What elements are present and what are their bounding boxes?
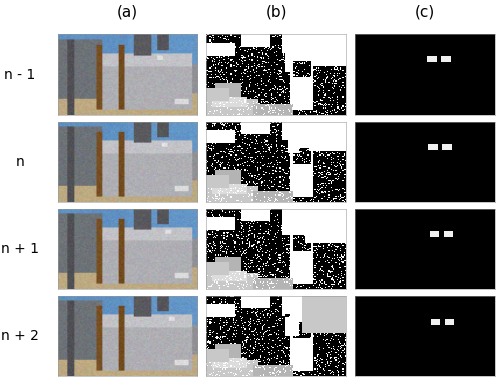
Text: n + 1: n + 1 (1, 242, 39, 256)
Text: (a): (a) (117, 5, 138, 19)
Text: n: n (16, 155, 24, 169)
Text: n + 2: n + 2 (1, 329, 39, 343)
Text: (c): (c) (415, 5, 435, 19)
Text: n - 1: n - 1 (4, 68, 36, 81)
Text: (b): (b) (266, 5, 287, 19)
